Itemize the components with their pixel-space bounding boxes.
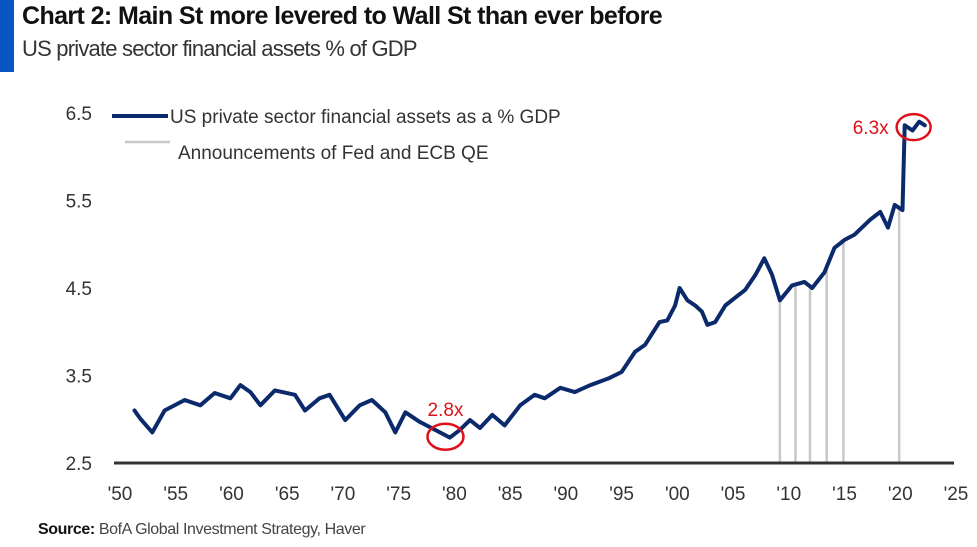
x-tick-label: '60 [219,484,244,505]
x-tick-label: '65 [275,484,300,505]
chart-title: Chart 2: Main St more levered to Wall St… [22,2,663,30]
x-tick-label: '75 [386,484,411,505]
legend-label-series: US private sector financial assets as a … [170,107,561,128]
y-tick-label: 4.5 [66,279,92,300]
qe-markers [778,207,901,463]
source-note: Source: BofA Global Investment Strategy,… [38,521,366,539]
y-tick-label: 6.5 [66,104,92,125]
y-tick-label: 2.5 [66,454,92,475]
annotations: 2.8x 6.3x [426,112,932,451]
legend-label-qe: Announcements of Fed and ECB QE [178,143,489,164]
x-tick-label: '90 [553,484,578,505]
x-tick-label: '25 [944,484,969,505]
y-axis: 2.5 3.5 4.5 5.5 6.5 [66,104,92,475]
x-tick-label: '95 [609,484,634,505]
x-tick-label: '50 [108,484,133,505]
legend: US private sector financial assets as a … [112,107,561,164]
x-tick-label: '70 [331,484,356,505]
series-line [132,119,927,440]
y-tick-label: 5.5 [66,192,92,213]
source-label: Source: [38,521,95,538]
x-tick-label: '10 [776,484,801,505]
annotation-circle-high [895,112,932,142]
x-axis: '50 '55 '60 '65 '70 '75 '80 '85 '90 '95 '00 '05 '10 '… [108,484,969,505]
annotation-label-low: 2.8x [428,400,464,421]
title-accent-bar [0,0,14,72]
chart-subtitle: US private sector financial assets % of … [22,36,418,61]
x-tick-label: '00 [665,484,690,505]
source-text: BofA Global Investment Strategy, Haver [98,521,366,538]
x-tick-label: '20 [888,484,913,505]
x-tick-label: '80 [442,484,467,505]
x-tick-label: '85 [498,484,523,505]
x-tick-label: '15 [832,484,857,505]
y-tick-label: 3.5 [66,367,92,388]
x-tick-label: '55 [163,484,188,505]
annotation-label-high: 6.3x [853,118,889,139]
annotation-circle-low [426,422,465,451]
x-tick-label: '05 [721,484,746,505]
